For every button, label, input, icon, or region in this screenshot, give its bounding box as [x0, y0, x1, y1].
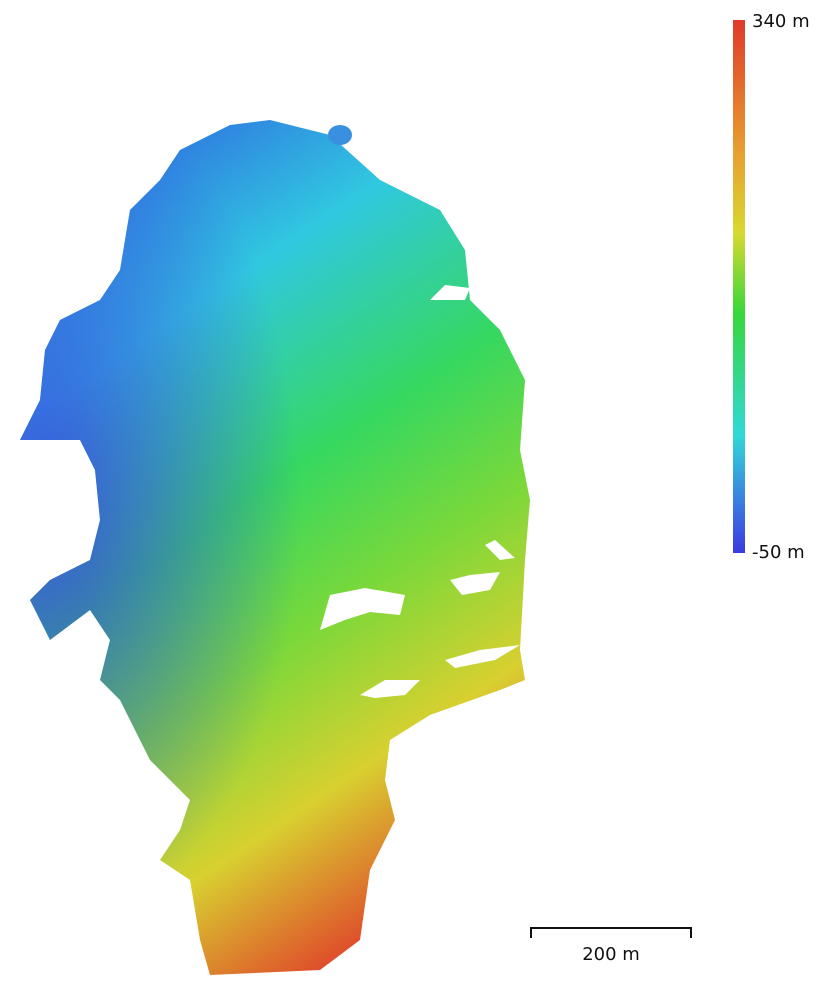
scale-label: 200 m [582, 944, 640, 965]
pond [328, 125, 352, 145]
elevation-shade [20, 120, 530, 975]
legend-max: 340 m [752, 11, 810, 32]
legend-min: -50 m [752, 542, 805, 563]
scale-bar [530, 927, 692, 938]
gap [360, 680, 420, 698]
gap [430, 285, 470, 300]
gap [485, 540, 515, 560]
color-bar [733, 20, 745, 553]
terrain [20, 120, 530, 975]
gap [445, 645, 520, 668]
gap [320, 588, 405, 630]
gap [450, 572, 500, 595]
